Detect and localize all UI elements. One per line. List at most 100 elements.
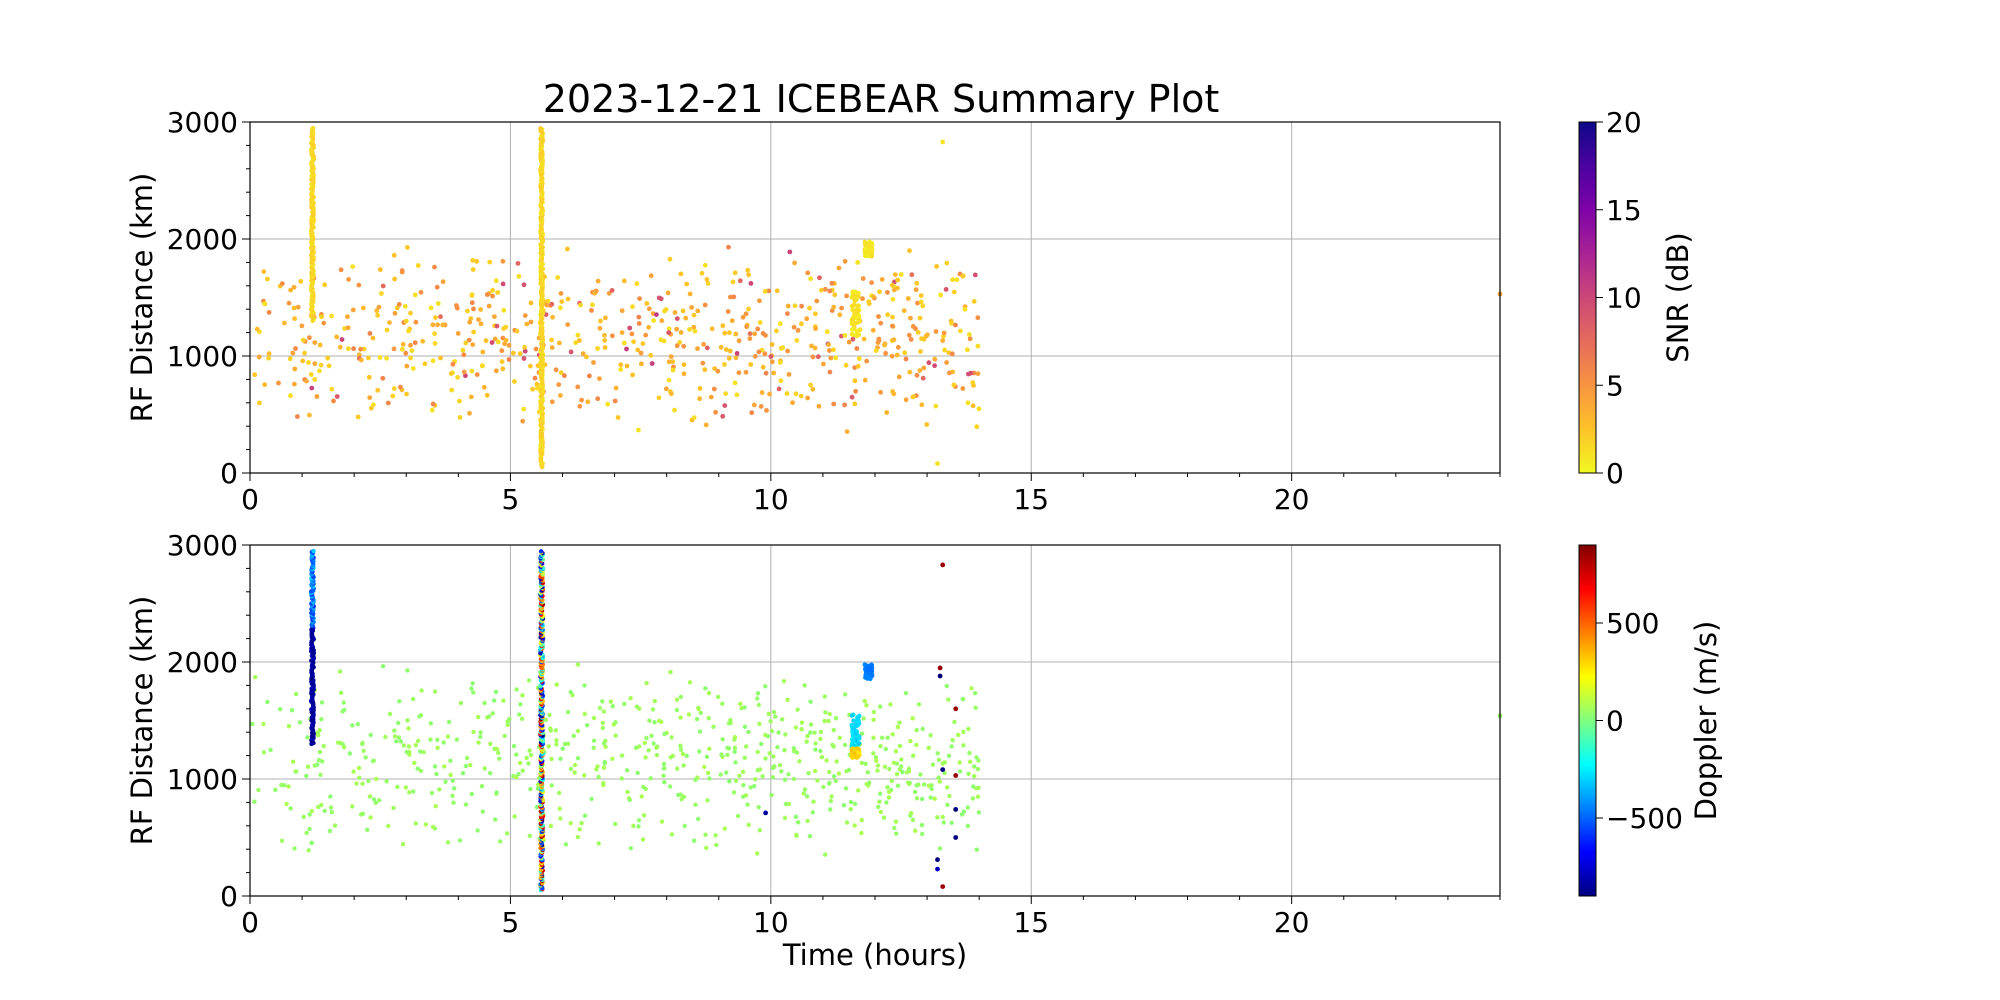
data-point <box>543 717 548 723</box>
data-point <box>739 706 744 711</box>
data-point <box>864 781 869 787</box>
data-point <box>813 311 818 317</box>
data-point <box>408 342 413 348</box>
data-point <box>449 387 455 393</box>
data-point <box>478 321 484 327</box>
data-point <box>888 702 893 707</box>
data-point <box>889 353 895 359</box>
data-point <box>897 743 903 749</box>
data-point <box>464 755 470 761</box>
data-point <box>619 308 625 314</box>
data-point <box>944 683 949 689</box>
data-point <box>558 756 563 761</box>
data-point <box>380 375 386 381</box>
data-point <box>757 298 762 304</box>
data-point <box>793 391 799 397</box>
data-point <box>712 366 717 371</box>
data-point <box>737 773 742 778</box>
data-point <box>356 765 362 771</box>
data-point <box>558 291 564 296</box>
data-point <box>878 389 883 395</box>
data-point <box>448 758 453 763</box>
data-point <box>640 837 646 842</box>
data-point <box>492 698 497 703</box>
data-point <box>819 287 824 293</box>
data-point <box>852 401 858 407</box>
data-point <box>622 701 627 707</box>
data-point <box>776 730 781 735</box>
data-point <box>823 852 828 857</box>
data-point <box>783 732 788 737</box>
data-point <box>455 375 460 380</box>
colorbar-tick-label: 15 <box>1606 194 1642 227</box>
data-point <box>432 341 438 346</box>
data-point <box>376 304 382 310</box>
data-point <box>351 346 356 352</box>
data-point <box>817 275 822 281</box>
data-point <box>549 756 554 762</box>
data-point <box>938 292 943 298</box>
data-point <box>856 290 861 296</box>
data-point <box>262 382 268 388</box>
data-point <box>780 345 786 351</box>
data-point <box>702 764 707 769</box>
data-point <box>297 720 303 725</box>
data-point <box>547 712 552 718</box>
data-point <box>757 828 762 833</box>
data-point <box>707 776 712 781</box>
data-point <box>908 738 913 744</box>
colorbar-tick-label: 500 <box>1606 607 1659 640</box>
data-point <box>790 400 795 406</box>
data-point <box>354 781 359 786</box>
data-point <box>801 791 806 796</box>
data-point <box>700 360 706 366</box>
data-point <box>870 327 876 333</box>
data-point <box>635 770 640 776</box>
data-point <box>493 278 499 284</box>
data-point <box>419 688 424 693</box>
data-point <box>763 756 768 761</box>
data-point <box>652 720 657 725</box>
data-point <box>474 259 480 264</box>
data-point <box>935 461 940 466</box>
data-point <box>380 664 386 669</box>
data-point <box>860 296 865 301</box>
data-point <box>935 866 940 872</box>
data-point <box>276 380 281 386</box>
data-point <box>849 332 854 337</box>
data-point <box>697 396 702 402</box>
data-point <box>779 769 784 774</box>
data-point <box>454 303 459 308</box>
data-point <box>446 719 452 725</box>
data-point <box>916 702 922 707</box>
data-point <box>799 303 804 309</box>
data-point <box>755 768 760 773</box>
data-point <box>619 753 625 758</box>
data-point <box>928 733 933 738</box>
data-point <box>328 805 334 810</box>
data-point <box>855 719 861 724</box>
data-point <box>893 749 899 754</box>
data-point <box>842 692 848 697</box>
data-point <box>345 325 351 331</box>
data-point <box>307 335 312 341</box>
data-point <box>350 264 356 269</box>
data-point <box>732 745 738 751</box>
data-point <box>936 757 942 762</box>
data-point <box>291 284 297 290</box>
data-point <box>659 318 665 324</box>
data-point <box>769 728 775 734</box>
data-point <box>748 281 754 286</box>
data-point <box>635 347 641 353</box>
data-point <box>841 803 847 808</box>
data-point <box>429 407 435 413</box>
data-point <box>597 376 602 381</box>
data-point <box>730 279 736 285</box>
data-point <box>864 703 869 708</box>
data-point <box>764 408 769 413</box>
data-point <box>941 820 946 825</box>
data-point <box>527 833 532 838</box>
data-point <box>266 351 272 356</box>
data-point <box>848 799 854 805</box>
data-point <box>466 337 472 343</box>
